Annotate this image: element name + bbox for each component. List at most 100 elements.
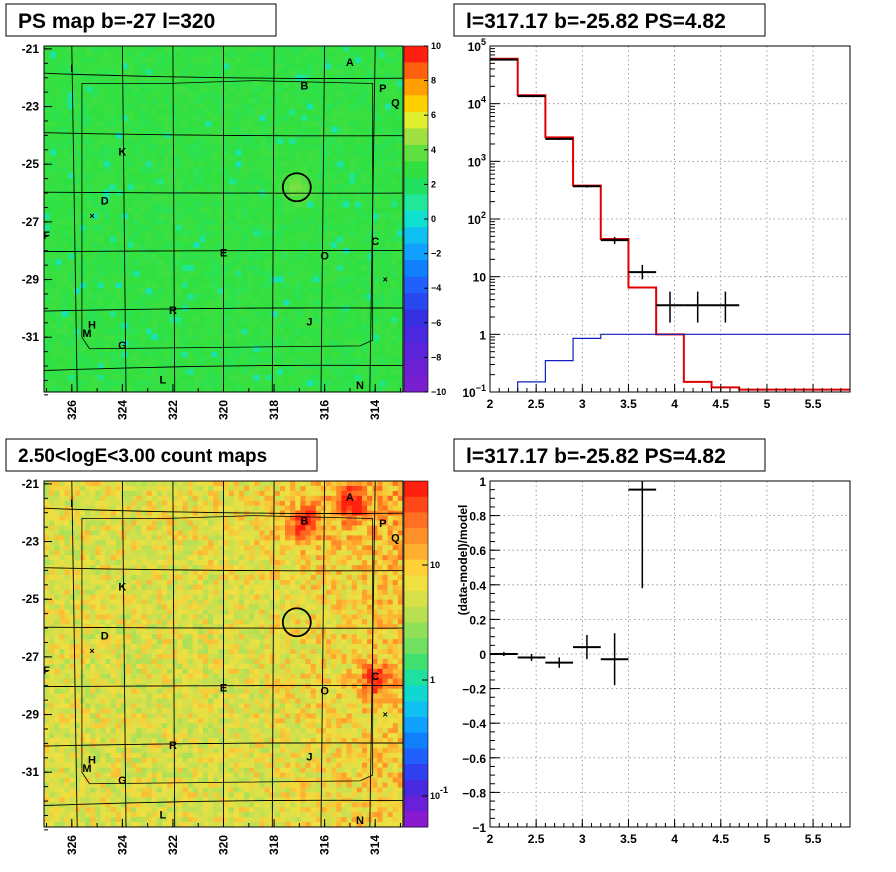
source-label: E bbox=[220, 682, 227, 694]
source-label: N bbox=[356, 815, 364, 827]
y-tick-label: -29 bbox=[22, 273, 40, 287]
colorbar-band bbox=[404, 128, 428, 146]
colorbar-tick-label: 4 bbox=[431, 145, 436, 155]
longitude-line bbox=[172, 46, 176, 392]
colorbar-band bbox=[404, 748, 428, 765]
source-label: Q bbox=[391, 533, 400, 545]
colorbar-tick-label: 10 bbox=[431, 41, 441, 51]
source-label: K bbox=[118, 582, 126, 594]
colorbar-band bbox=[404, 528, 428, 545]
colorbar-band bbox=[404, 685, 428, 702]
residual-panel: l=317.17 b=-25.82 PS=4.82 2 2.5 3 3.5 4 4.5 5 5… bbox=[453, 438, 851, 846]
roi-outline bbox=[81, 80, 374, 350]
longitude-line bbox=[271, 46, 275, 392]
y-tick-label: 102 bbox=[468, 210, 486, 227]
source-label: G bbox=[118, 775, 127, 787]
ps-circle-marker bbox=[281, 172, 312, 203]
source-label: R bbox=[169, 740, 177, 752]
source-label: D bbox=[101, 196, 109, 208]
x-tick-label: 324 bbox=[115, 400, 129, 420]
cross-marker: × bbox=[383, 274, 388, 284]
colorbar-band bbox=[404, 559, 428, 576]
source-label: Q bbox=[391, 98, 400, 110]
source-label: G bbox=[118, 340, 127, 352]
colorbar-band bbox=[404, 481, 428, 498]
colorbar-band bbox=[404, 359, 428, 377]
colorbar-band bbox=[404, 78, 428, 96]
source-label: O bbox=[320, 250, 329, 262]
y-tick-label: −0.2 bbox=[462, 683, 486, 697]
source-label: B bbox=[300, 515, 308, 527]
colorbar-tick-label: 2 bbox=[431, 179, 436, 189]
residual-title: l=317.17 b=-25.82 PS=4.82 bbox=[466, 445, 726, 468]
longitude-line bbox=[71, 46, 78, 392]
longitude-line bbox=[172, 481, 176, 827]
source-label: O bbox=[320, 685, 329, 697]
colorbar-band bbox=[404, 95, 428, 113]
cross-marker: × bbox=[89, 211, 94, 221]
source-label: D bbox=[101, 631, 109, 643]
y-tick-label: 105 bbox=[468, 37, 486, 54]
y-tick-label: -21 bbox=[22, 477, 40, 491]
longitude-line bbox=[320, 481, 326, 827]
x-tick-label: 318 bbox=[267, 835, 281, 855]
colorbar-tick-label: −2 bbox=[431, 249, 441, 259]
x-tick-label: 3 bbox=[579, 397, 586, 411]
y-tick-label: −0.6 bbox=[462, 752, 486, 766]
source-label: H bbox=[88, 755, 96, 767]
y-tick-label: 0.4 bbox=[469, 579, 486, 593]
source-label: C bbox=[371, 671, 379, 683]
residual-plot: 2 2.5 3 3.5 4 4.5 5 5.5 1 0.8 0.6 0.4 0.2 0 −0.2 −0.4 −0… bbox=[456, 475, 851, 846]
x-tick-label: 324 bbox=[115, 835, 129, 855]
colorbar-band bbox=[404, 46, 428, 63]
y-tick-label: -21 bbox=[22, 42, 40, 56]
latitude-line bbox=[44, 423, 403, 430]
ps-circle-marker bbox=[281, 607, 312, 638]
colorbar-band bbox=[404, 779, 428, 797]
source-label: L bbox=[159, 374, 166, 386]
spectrum-title-box bbox=[453, 3, 766, 37]
colorbar-band bbox=[404, 764, 428, 781]
y-tick-label: 1 bbox=[479, 328, 486, 342]
source-label: I bbox=[70, 63, 73, 75]
cross-marker: × bbox=[89, 646, 94, 656]
x-tick-label: 5 bbox=[764, 397, 771, 411]
x-tick-label: 2.5 bbox=[528, 397, 545, 411]
colorbar-band bbox=[404, 194, 428, 212]
colorbar-band bbox=[404, 732, 428, 749]
x-tick-label: 3 bbox=[579, 832, 586, 846]
y-tick-label: -31 bbox=[22, 765, 40, 779]
y-tick-label: -27 bbox=[22, 650, 40, 664]
colorbar-tick-label: −6 bbox=[431, 318, 441, 328]
source-label: J bbox=[306, 752, 312, 764]
colorbar-band bbox=[404, 512, 428, 529]
colorbar-band bbox=[404, 62, 428, 80]
colorbar-band bbox=[404, 654, 428, 671]
ps-map-heatmap: 326 324 322 320 318 316 314 -21 -23 -25 -27 -29 -31 A… bbox=[22, 42, 404, 430]
colorbar-band bbox=[404, 293, 428, 311]
colorbar-band bbox=[404, 669, 428, 686]
colorbar-band bbox=[404, 161, 428, 179]
colorbar-band bbox=[404, 701, 428, 718]
colorbar-band bbox=[404, 575, 428, 592]
colorbar-band bbox=[404, 375, 428, 393]
y-tick-label: −0.4 bbox=[462, 717, 486, 731]
x-tick-label: 5.5 bbox=[805, 832, 822, 846]
colorbar-band bbox=[404, 144, 428, 162]
y-tick-label: 10 bbox=[473, 271, 487, 285]
colorbar-band bbox=[404, 622, 428, 639]
colorbar-tick-label: −8 bbox=[431, 352, 441, 362]
colorbar-band bbox=[404, 111, 428, 129]
longitude-line bbox=[121, 481, 127, 827]
colorbar-band bbox=[404, 543, 428, 561]
count-map-colorbar: 10 1 10-1 bbox=[403, 480, 448, 828]
longitude-line bbox=[320, 46, 326, 392]
colorbar-band bbox=[404, 716, 428, 734]
source-label: K bbox=[118, 147, 126, 159]
colorbar-band bbox=[404, 795, 428, 812]
residual-title-box bbox=[453, 438, 766, 472]
count-map-title-box bbox=[5, 438, 318, 472]
source-label: B bbox=[300, 80, 308, 92]
y-tick-label: −0.8 bbox=[462, 786, 486, 800]
x-tick-label: 326 bbox=[65, 835, 79, 855]
